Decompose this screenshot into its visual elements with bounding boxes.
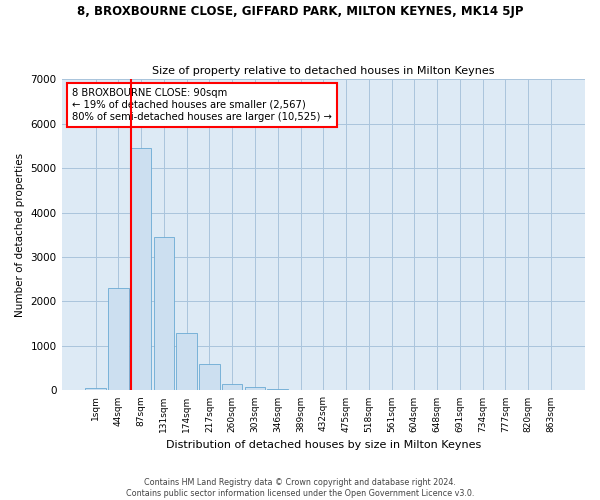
Bar: [108, 288, 128, 390]
Bar: [268, 389, 288, 390]
Text: 8 BROXBOURNE CLOSE: 90sqm
← 19% of detached houses are smaller (2,567)
80% of se: 8 BROXBOURNE CLOSE: 90sqm ← 19% of detac…: [72, 88, 332, 122]
Bar: [85, 388, 106, 390]
Text: Contains HM Land Registry data © Crown copyright and database right 2024.
Contai: Contains HM Land Registry data © Crown c…: [126, 478, 474, 498]
Title: Size of property relative to detached houses in Milton Keynes: Size of property relative to detached ho…: [152, 66, 494, 76]
Bar: [199, 364, 220, 390]
Y-axis label: Number of detached properties: Number of detached properties: [15, 152, 25, 317]
Text: 8, BROXBOURNE CLOSE, GIFFARD PARK, MILTON KEYNES, MK14 5JP: 8, BROXBOURNE CLOSE, GIFFARD PARK, MILTO…: [77, 5, 523, 18]
Bar: [222, 384, 242, 390]
Bar: [245, 387, 265, 390]
Bar: [176, 332, 197, 390]
X-axis label: Distribution of detached houses by size in Milton Keynes: Distribution of detached houses by size …: [166, 440, 481, 450]
Bar: [131, 148, 151, 390]
Bar: [154, 237, 174, 390]
